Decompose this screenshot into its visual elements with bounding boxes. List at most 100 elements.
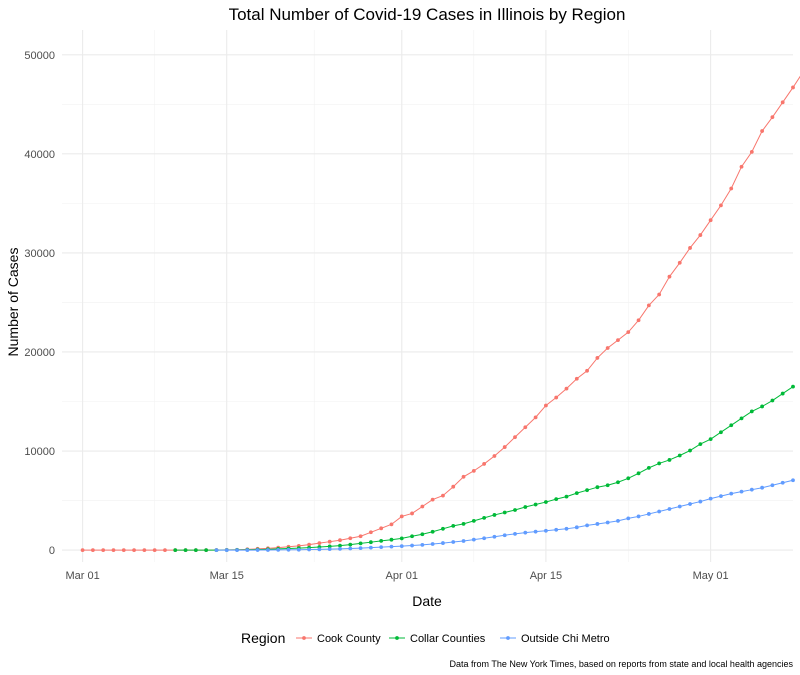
legend-title: Region — [241, 630, 285, 646]
data-point-cook-county — [698, 233, 703, 237]
data-point-cook-county — [564, 386, 569, 391]
data-point-cook-county — [420, 504, 425, 509]
data-point-cook-county — [708, 218, 713, 223]
data-point-cook-county — [461, 474, 466, 479]
data-point-outside-chi-metro — [482, 536, 487, 541]
data-point-outside-chi-metro — [245, 548, 250, 553]
data-point-cook-county — [152, 548, 157, 553]
data-point-outside-chi-metro — [739, 489, 744, 494]
data-point-cook-county — [677, 260, 682, 265]
data-point-collar-counties — [533, 502, 538, 507]
data-point-collar-counties — [523, 505, 528, 509]
data-point-outside-chi-metro — [420, 542, 425, 547]
data-point-collar-counties — [688, 448, 692, 453]
y-axis-title: Number of Cases — [5, 248, 21, 357]
y-tick-label: 0 — [49, 545, 55, 557]
legend: Region Cook County Collar Counties Outside… — [241, 630, 610, 646]
data-point-collar-counties — [760, 404, 765, 409]
major-gridlines — [62, 30, 793, 562]
data-point-collar-counties — [368, 540, 373, 545]
x-tick-label: Apr 01 — [386, 570, 418, 582]
data-point-cook-county — [616, 338, 620, 342]
data-point-collar-counties — [646, 465, 651, 470]
data-point-collar-counties — [471, 518, 476, 523]
data-point-outside-chi-metro — [296, 547, 301, 552]
data-point-outside-chi-metro — [667, 507, 672, 511]
data-point-outside-chi-metro — [595, 522, 600, 526]
data-point-collar-counties — [739, 416, 744, 421]
y-tick-label: 40000 — [24, 149, 55, 161]
data-point-cook-county — [739, 164, 744, 169]
data-point-outside-chi-metro — [636, 514, 641, 519]
data-point-collar-counties — [410, 534, 414, 539]
data-point-outside-chi-metro — [276, 548, 281, 552]
data-point-cook-county — [554, 395, 559, 400]
data-point-outside-chi-metro — [564, 526, 569, 531]
chart-title: Total Number of Covid-19 Cases in Illino… — [229, 5, 626, 24]
data-point-cook-county — [513, 435, 517, 440]
minor-gridlines — [62, 30, 793, 562]
data-point-collar-counties — [441, 526, 445, 531]
y-tick-label: 30000 — [24, 248, 55, 260]
data-point-cook-county — [111, 548, 116, 553]
data-point-cook-county — [729, 186, 734, 191]
data-point-collar-counties — [585, 488, 589, 493]
series-line-cook-county — [82, 75, 800, 551]
data-point-outside-chi-metro — [688, 502, 692, 506]
x-axis-tick-labels: Mar 01 Mar 15 Apr 01 Apr 15 May 01 — [65, 570, 728, 582]
data-point-outside-chi-metro — [502, 533, 507, 538]
data-point-outside-chi-metro — [338, 546, 342, 551]
data-point-outside-chi-metro — [430, 542, 435, 546]
data-point-cook-county — [471, 468, 476, 473]
data-point-cook-county — [626, 330, 631, 335]
legend-key-point-collar-counties — [395, 636, 399, 640]
data-point-cook-county — [327, 539, 332, 544]
data-point-collar-counties — [708, 437, 713, 442]
data-point-cook-county — [502, 445, 507, 449]
x-axis-title: Date — [412, 593, 442, 609]
data-point-cook-county — [544, 403, 548, 408]
data-point-cook-county — [121, 548, 126, 553]
data-point-outside-chi-metro — [235, 548, 239, 553]
data-point-cook-county — [595, 356, 600, 360]
data-point-outside-chi-metro — [358, 546, 363, 551]
data-point-outside-chi-metro — [224, 548, 229, 553]
data-point-collar-counties — [430, 529, 435, 534]
data-point-outside-chi-metro — [523, 530, 528, 535]
data-point-outside-chi-metro — [368, 545, 373, 550]
legend-label-cook-county: Cook County — [317, 633, 381, 645]
data-point-cook-county — [585, 368, 589, 373]
data-point-outside-chi-metro — [698, 499, 703, 504]
data-point-outside-chi-metro — [626, 516, 631, 521]
data-point-collar-counties — [574, 491, 579, 496]
y-axis-tick-labels: 0 10000 20000 30000 40000 50000 — [24, 50, 55, 557]
data-point-outside-chi-metro — [441, 541, 445, 545]
data-point-collar-counties — [492, 513, 497, 517]
data-point-collar-counties — [173, 548, 178, 553]
data-point-outside-chi-metro — [286, 547, 291, 552]
data-point-outside-chi-metro — [708, 496, 713, 501]
data-point-cook-county — [667, 274, 672, 279]
data-point-outside-chi-metro — [317, 547, 322, 552]
data-point-cook-county — [441, 493, 445, 498]
legend-items: Cook County Collar Counties Outside Chi Me… — [296, 633, 610, 645]
data-point-outside-chi-metro — [266, 548, 270, 552]
data-point-collar-counties — [749, 409, 754, 414]
data-point-cook-county — [80, 548, 85, 553]
data-point-outside-chi-metro — [605, 520, 610, 525]
data-point-outside-chi-metro — [379, 545, 384, 550]
data-point-cook-county — [688, 246, 692, 250]
data-point-outside-chi-metro — [585, 523, 589, 528]
data-point-outside-chi-metro — [646, 512, 651, 516]
data-point-outside-chi-metro — [749, 487, 754, 492]
data-point-cook-county — [780, 100, 785, 105]
data-point-cook-county — [482, 462, 487, 466]
data-point-outside-chi-metro — [791, 478, 795, 483]
data-point-outside-chi-metro — [451, 540, 456, 544]
data-point-collar-counties — [482, 516, 487, 520]
data-point-cook-county — [760, 129, 765, 133]
data-point-cook-county — [379, 526, 384, 531]
data-point-cook-county — [533, 415, 538, 420]
data-point-collar-counties — [626, 476, 631, 481]
data-point-collar-counties — [729, 423, 734, 428]
